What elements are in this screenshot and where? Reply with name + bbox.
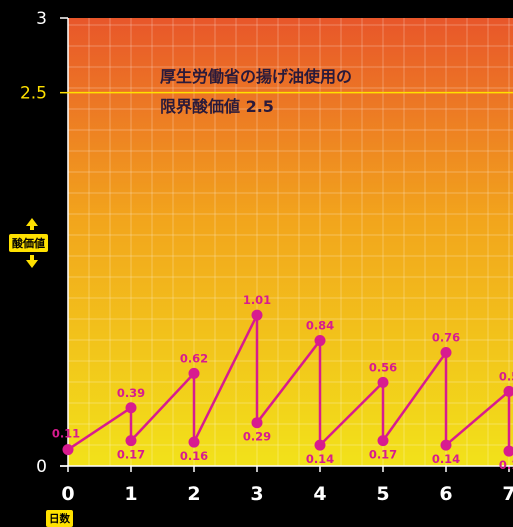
data-label: 0.11: [52, 427, 80, 441]
annotation-line: 厚生労働省の揚げ油使用の: [160, 67, 352, 86]
data-label: 0.56: [369, 360, 397, 374]
data-point: [126, 435, 137, 446]
data-point: [441, 347, 452, 358]
data-label: 0.1: [499, 458, 513, 472]
x-tick-label: 4: [313, 483, 326, 505]
y-tick-label: 3: [36, 9, 47, 29]
data-label: 0.76: [432, 331, 460, 345]
x-tick-label: 1: [124, 483, 137, 505]
data-label: 0.17: [369, 448, 397, 462]
data-label: 0.17: [117, 448, 145, 462]
data-label: 0.14: [306, 452, 334, 466]
x-tick-label: 6: [439, 483, 452, 505]
x-tick-label: 5: [376, 483, 389, 505]
data-point: [315, 440, 326, 451]
arrow-down-icon: [26, 260, 38, 268]
data-point: [252, 417, 263, 428]
data-label: 0.84: [306, 319, 334, 333]
annotation-line: 限界酸価値 2.5: [160, 97, 274, 116]
data-point: [189, 368, 200, 379]
data-label: 0.29: [243, 430, 271, 444]
x-tick-label: 3: [250, 483, 263, 505]
data-label: 1.01: [243, 293, 271, 307]
data-point: [378, 377, 389, 388]
x-axis-label: 日数: [46, 510, 73, 527]
data-label: 0.5: [499, 369, 513, 383]
arrow-up-stem: [30, 225, 34, 230]
y-tick-label: 2.5: [20, 84, 47, 104]
data-point: [126, 402, 137, 413]
x-axis: 0 1 2 3 4 5 6 7: [61, 466, 513, 505]
x-tick-label: 0: [61, 483, 74, 505]
data-point: [252, 310, 263, 321]
data-label: 0.62: [180, 351, 208, 365]
y-axis-label: 酸価値: [9, 234, 48, 252]
data-label: 0.16: [180, 449, 208, 463]
x-tick-label: 2: [187, 483, 200, 505]
x-tick-label: 7: [502, 483, 513, 505]
data-point: [315, 335, 326, 346]
y-tick-label: 0: [36, 457, 47, 477]
data-point: [378, 435, 389, 446]
data-label: 0.14: [432, 452, 460, 466]
data-point: [441, 440, 452, 451]
data-point: [189, 437, 200, 448]
data-point: [63, 444, 74, 455]
data-label: 0.39: [117, 386, 145, 400]
